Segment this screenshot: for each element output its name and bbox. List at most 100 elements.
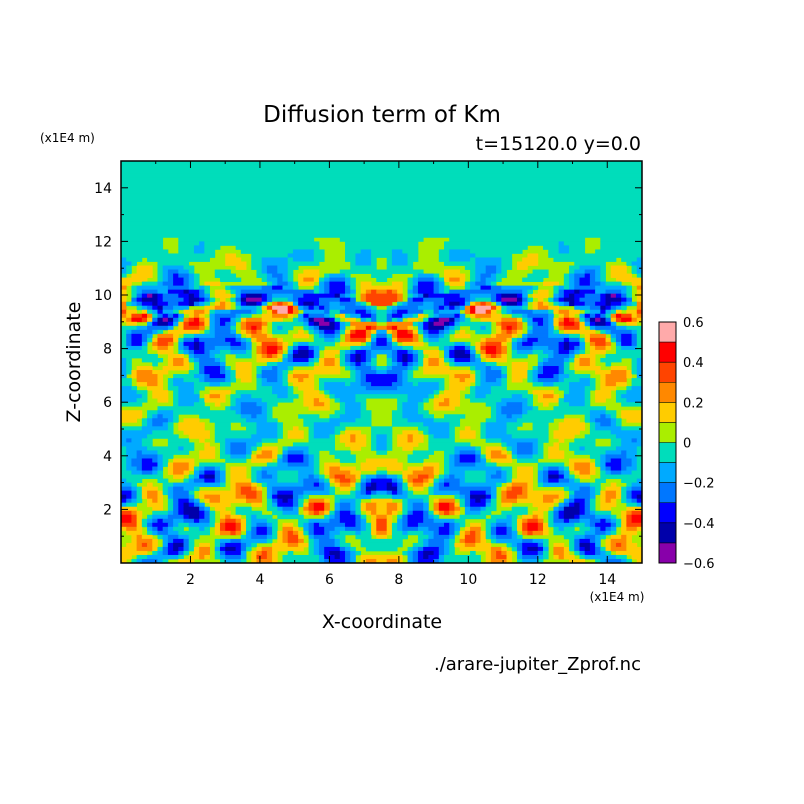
contour-cell [449,462,455,467]
contour-cell [136,289,143,295]
contour-cell [131,386,138,391]
contour-cell [178,245,195,250]
contour-cell [537,357,544,363]
contour-cell [350,438,356,443]
contour-cell [464,502,471,508]
contour-cell [407,253,419,258]
contour-cell [277,430,283,435]
contour-cell [183,546,190,552]
contour-cell [402,506,408,512]
contour-cell [407,398,424,403]
contour-cell [444,558,481,563]
contour-cell [350,446,362,451]
contour-cell [214,313,237,319]
contour-cell [516,558,523,563]
contour-cell [313,430,336,435]
contour-cell [371,362,377,367]
contour-cell [610,526,617,532]
contour-cell [464,297,471,303]
contour-cell [605,378,627,383]
contour-cell [157,349,174,355]
contour-cell [470,313,476,319]
contour-cell [626,498,632,504]
contour-cell [214,317,221,323]
contour-cell [318,362,325,367]
contour-cell [225,558,242,563]
contour-cell [157,337,174,343]
contour-cell [173,522,179,528]
contour-cell [553,317,560,323]
contour-cell [371,498,393,504]
contour-cell [121,161,642,166]
contour-cell [162,273,169,278]
contour-cell [605,490,617,496]
contour-cell [313,502,325,508]
contour-cell [386,362,393,367]
contour-cell [246,341,252,347]
contour-cell [329,534,336,540]
contour-cell [417,273,434,278]
contour-cell [506,470,513,475]
contour-cell [126,269,132,274]
contour-cell [558,341,565,347]
contour-cell [402,374,408,379]
contour-cell [173,546,179,552]
contour-cell [444,305,450,311]
contour-cell [329,273,346,278]
contour-cell [303,494,309,500]
contour-cell [272,313,289,319]
contour-cell [470,325,481,331]
contour-cell [183,538,190,544]
contour-cell [600,281,606,287]
contour-cell [444,353,450,359]
contour-cell [329,281,346,287]
contour-cell [178,534,190,540]
contour-cell [365,325,372,331]
contour-cell [636,462,642,467]
contour-cell [459,514,487,520]
contour-cell [391,309,398,315]
contour-cell [199,398,205,403]
contour-cell [464,470,487,475]
contour-cell [324,550,330,556]
contour-cell [334,293,341,299]
contour-cell [324,273,330,278]
contour-cell [454,341,466,347]
contour-cell [350,502,356,508]
contour-cell [470,349,476,355]
contour-cell [537,546,544,552]
contour-cell [444,546,450,552]
contour-cell [574,534,586,540]
contour-cell [537,301,544,307]
contour-cell [225,546,237,552]
contour-cell [391,353,398,359]
contour-cell [444,285,450,291]
contour-cell [121,374,127,379]
contour-cell [256,478,278,483]
contour-cell [287,542,299,548]
contour-cell [605,454,627,459]
contour-cell [261,313,273,319]
contour-cell [219,317,231,323]
contour-cell [355,434,367,439]
contour-cell [407,522,419,528]
contour-cell [532,285,539,291]
contour-cell [480,341,487,347]
contour-cell [313,305,320,311]
contour-cell [412,357,419,363]
contour-cell [563,301,570,307]
contour-cell [204,349,210,355]
contour-cell [511,414,523,419]
contour-cell [407,530,424,536]
contour-cell [480,534,487,540]
contour-cell [313,325,320,331]
contour-cell [490,309,497,315]
contour-cell [636,301,642,307]
contour-cell [298,518,309,524]
contour-cell [219,558,226,563]
contour-cell [141,534,153,540]
contour-cell [121,478,127,483]
contour-cell [162,538,169,544]
contour-cell [183,430,210,435]
contour-cell [339,325,346,331]
